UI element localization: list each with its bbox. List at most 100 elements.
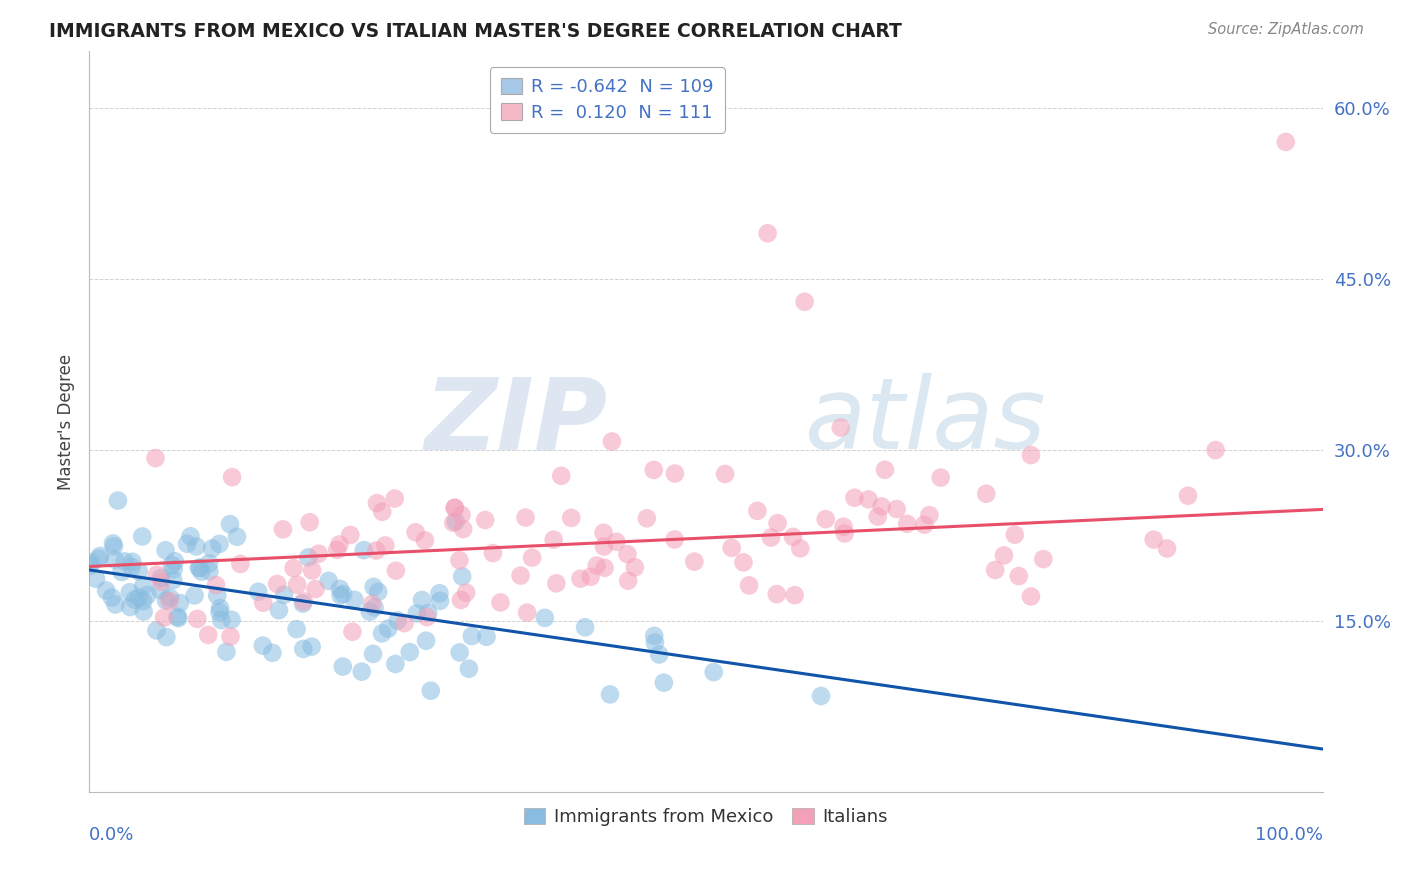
Point (377, 622, 399, 636)
Point (118, 585, 141, 599)
Point (384, 657, 406, 671)
Point (783, 588, 806, 602)
Point (1019, 448, 1042, 462)
Point (318, 574, 340, 588)
Point (132, 605, 155, 619)
Point (186, 540, 208, 554)
Point (599, 687, 621, 701)
Point (644, 635, 666, 649)
Text: ZIP: ZIP (425, 373, 607, 470)
Point (720, 541, 742, 555)
Text: Source: ZipAtlas.com: Source: ZipAtlas.com (1208, 22, 1364, 37)
Point (450, 508, 472, 522)
Point (215, 645, 238, 659)
Point (160, 558, 183, 572)
Point (301, 564, 323, 578)
Point (190, 565, 212, 579)
Point (918, 508, 941, 523)
Point (984, 563, 1007, 577)
Point (359, 605, 381, 619)
Point (834, 526, 856, 541)
Point (150, 574, 173, 589)
Point (648, 648, 671, 662)
Point (398, 645, 420, 659)
Point (579, 570, 602, 584)
Point (149, 571, 172, 585)
Point (585, 558, 607, 573)
Point (198, 557, 221, 571)
Point (515, 510, 537, 524)
Point (155, 630, 177, 644)
Point (765, 587, 787, 601)
Point (363, 600, 385, 615)
Point (153, 610, 176, 624)
Point (186, 612, 208, 626)
Point (810, 689, 832, 703)
Point (159, 591, 181, 605)
Point (266, 577, 288, 591)
Point (738, 578, 761, 592)
Point (169, 596, 191, 610)
Point (273, 588, 295, 602)
Point (209, 601, 232, 615)
Point (543, 533, 565, 547)
Point (332, 587, 354, 601)
Point (444, 515, 467, 529)
Point (167, 611, 190, 625)
Point (121, 560, 143, 574)
Point (198, 564, 221, 578)
Point (329, 582, 352, 596)
Point (1008, 569, 1031, 583)
Point (844, 491, 866, 505)
Point (405, 525, 427, 540)
Point (201, 541, 224, 556)
Point (574, 620, 596, 634)
Point (534, 611, 557, 625)
Point (132, 579, 155, 593)
Text: atlas: atlas (804, 373, 1046, 470)
Point (387, 614, 409, 628)
Point (1143, 533, 1166, 547)
Point (766, 516, 789, 530)
Point (546, 576, 568, 591)
Text: 100.0%: 100.0% (1254, 826, 1323, 844)
Point (475, 630, 498, 644)
Point (149, 582, 172, 597)
Point (1205, 443, 1227, 458)
Point (593, 561, 616, 575)
Point (451, 522, 474, 536)
Point (111, 565, 134, 579)
Point (219, 630, 242, 644)
Point (292, 594, 315, 608)
Point (163, 562, 186, 576)
Point (793, 294, 815, 309)
Point (873, 463, 896, 477)
Point (94, 583, 117, 598)
Point (747, 504, 769, 518)
Point (146, 567, 169, 582)
Point (429, 586, 451, 600)
Point (283, 561, 305, 575)
Point (128, 591, 150, 605)
Point (482, 546, 505, 560)
Point (103, 539, 125, 553)
Point (297, 550, 319, 565)
Point (832, 519, 855, 533)
Point (353, 543, 375, 558)
Point (155, 543, 177, 558)
Point (361, 597, 384, 611)
Point (104, 598, 127, 612)
Point (132, 594, 155, 608)
Point (643, 629, 665, 643)
Point (374, 539, 396, 553)
Point (87, 551, 110, 566)
Point (415, 633, 437, 648)
Point (886, 502, 908, 516)
Point (782, 530, 804, 544)
Point (291, 597, 314, 611)
Point (605, 534, 627, 549)
Point (285, 622, 308, 636)
Point (516, 606, 538, 620)
Point (623, 560, 645, 574)
Point (89, 549, 111, 563)
